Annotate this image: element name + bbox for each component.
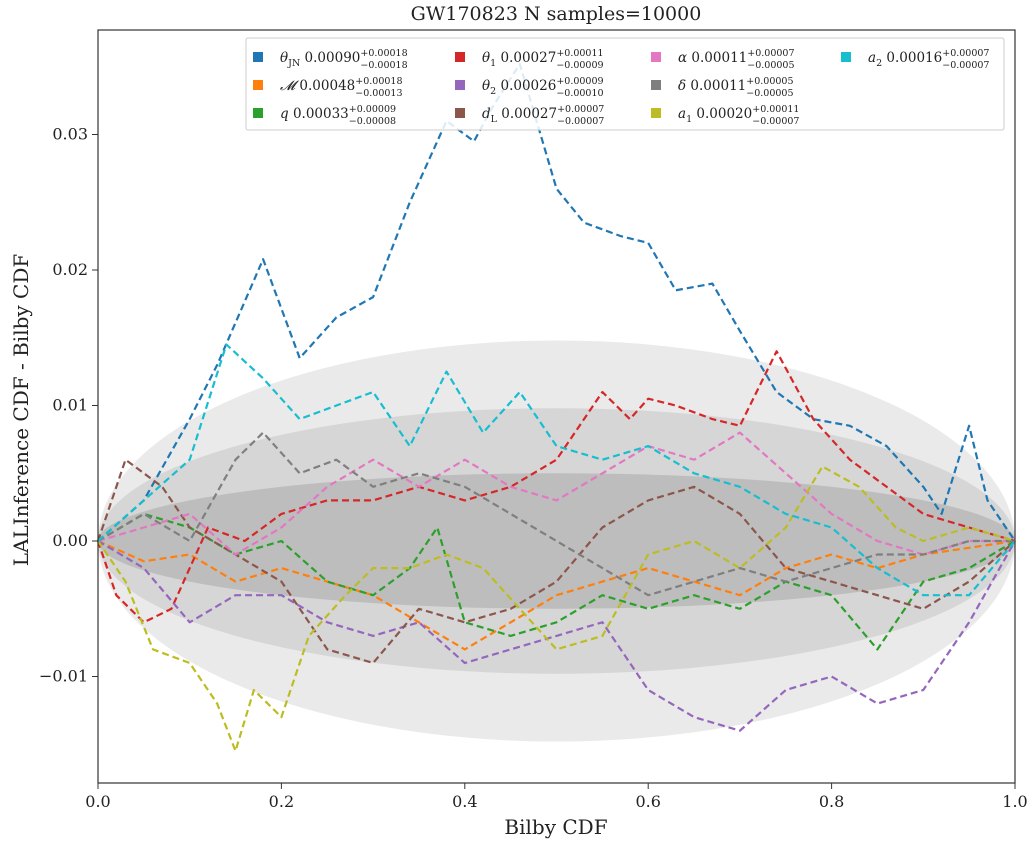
legend-entry-9: a1 0.00020+0.00011 xyxy=(678,104,799,125)
legend-entry-minus-1: −0.00018 xyxy=(360,60,407,71)
series-line-10 xyxy=(97,343,1016,597)
series-line-5 xyxy=(97,540,1016,732)
legend-entry-8: δ 0.00011+0.00005 xyxy=(678,76,794,94)
y-axis-ticks: −0.01 0.00 0.01 0.02 0.03 xyxy=(39,125,98,686)
legend-swatch-5 xyxy=(455,80,465,90)
legend-swatch-9 xyxy=(651,108,661,118)
y-tick-label: 0.00 xyxy=(52,531,88,550)
y-tick-label: 0.01 xyxy=(52,396,88,415)
legend-swatch-6 xyxy=(455,108,465,118)
series-line-3 xyxy=(97,512,1016,651)
legend-entry-10: a2 0.00016+0.00007 xyxy=(868,48,989,69)
series-line-2 xyxy=(97,539,1016,651)
legend-entry-5: θ2 0.00026+0.00009 xyxy=(482,76,604,97)
legend-entry-4: θ1 0.00027+0.00011 xyxy=(482,48,604,69)
series-line-4 xyxy=(96,350,1016,624)
legend-entry-minus-7: −0.00005 xyxy=(747,60,794,71)
legend-entry-minus-9: −0.00007 xyxy=(752,116,799,127)
series-line-6 xyxy=(96,458,1016,665)
y-tick-label: −0.01 xyxy=(39,667,88,686)
legend-swatch-8 xyxy=(651,80,661,90)
x-tick-label: 0.2 xyxy=(269,792,294,811)
legend-entry-1: θJN 0.00090+0.00018 xyxy=(280,48,408,69)
x-tick-label: 0.4 xyxy=(452,792,477,811)
legend-swatch-7 xyxy=(651,52,661,62)
legend-entry-minus-8: −0.00005 xyxy=(746,88,793,99)
y-tick-label: 0.02 xyxy=(52,260,88,279)
legend-entry-6: dL 0.00027+0.00007 xyxy=(482,104,604,125)
y-tick-label: 0.03 xyxy=(52,125,88,144)
chart-title: GW170823 N samples=10000 xyxy=(411,3,702,25)
series-line-1 xyxy=(97,62,1016,542)
data-lines xyxy=(96,62,1016,753)
legend-entry-7: α 0.00011+0.00007 xyxy=(678,48,795,66)
confidence-band-inner xyxy=(98,473,1015,609)
legend-entry-minus-10: −0.00007 xyxy=(942,60,989,71)
legend-frame xyxy=(245,37,1005,131)
legend-entry-minus-2: −0.00013 xyxy=(355,88,402,99)
y-axis-label: LALInference CDF - Bilby CDF xyxy=(9,254,33,567)
legend: θJN 0.00090+0.00018−0.00018 𝓜 0.00048+0.0… xyxy=(245,37,1005,131)
legend-entry-minus-3: −0.00008 xyxy=(349,116,396,127)
series-line-9 xyxy=(97,465,1016,753)
x-tick-label: 0.6 xyxy=(635,792,660,811)
legend-entry-minus-5: −0.00010 xyxy=(556,88,603,99)
legend-swatch-2 xyxy=(253,80,263,90)
x-axis-label: Bilby CDF xyxy=(504,815,607,839)
series-line-8 xyxy=(97,431,1015,597)
confidence-bands xyxy=(98,340,1015,742)
legend-entry-2: 𝓜 0.00048+0.00018 xyxy=(280,76,403,94)
x-tick-label: 0.8 xyxy=(819,792,844,811)
legend-entry-minus-4: −0.00009 xyxy=(556,60,603,71)
legend-swatch-4 xyxy=(455,52,465,62)
x-axis-ticks: 0.0 0.2 0.4 0.6 0.8 1.0 xyxy=(85,783,1028,811)
x-tick-label: 0.0 xyxy=(85,792,110,811)
legend-entry-minus-6: −0.00007 xyxy=(557,116,604,127)
x-tick-label: 1.0 xyxy=(1002,792,1027,811)
legend-swatch-10 xyxy=(841,52,851,62)
legend-swatch-3 xyxy=(253,108,263,118)
legend-swatch-1 xyxy=(253,52,263,62)
series-line-7 xyxy=(97,431,1015,556)
legend-entry-3: q 0.00033+0.00009 xyxy=(280,104,396,122)
plot-frame xyxy=(97,29,1016,784)
